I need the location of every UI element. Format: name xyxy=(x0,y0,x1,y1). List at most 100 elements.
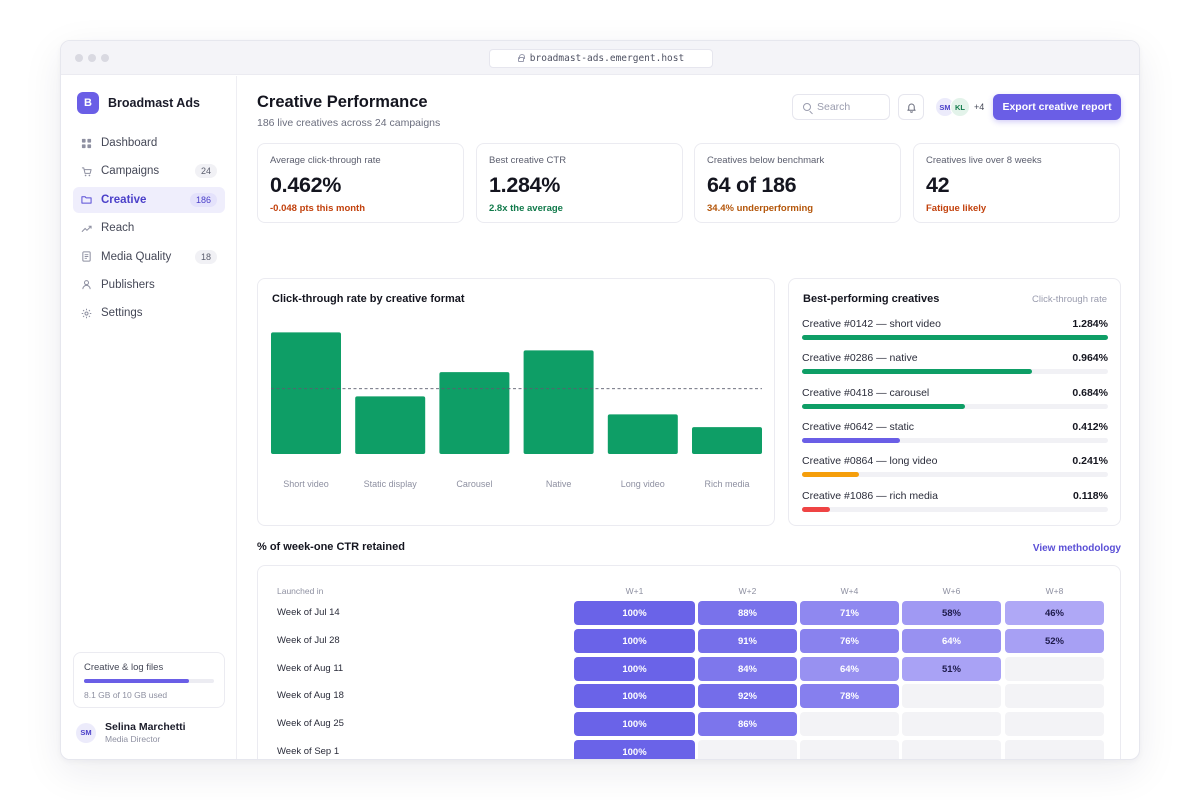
kpi-card: Average click-through rate 0.462% -0.048 p… xyxy=(257,143,464,223)
cohort-cell[interactable]: 52% xyxy=(1005,629,1104,653)
ctr-bar-track xyxy=(802,472,1108,478)
bar-native[interactable] xyxy=(523,350,594,454)
creative-row[interactable]: Creative #0418 — carousel 0.684% xyxy=(802,387,1108,417)
cohort-cell[interactable]: 88% xyxy=(698,601,797,625)
ctr-bar-track xyxy=(802,506,1108,512)
cohort-cell[interactable]: 71% xyxy=(800,601,899,625)
cohort-cell[interactable]: 100% xyxy=(574,601,695,625)
count-badge: 186 xyxy=(189,192,217,207)
creative-row[interactable]: Creative #0142 — short video 1.284% xyxy=(802,318,1108,348)
storage-usage-label: 8.1 GB of 10 GB used xyxy=(84,690,168,700)
user-profile[interactable]: SM Selina Marchetti Media Director xyxy=(76,721,186,744)
cohort-cell[interactable]: 64% xyxy=(902,629,1001,653)
export-creative-report-button[interactable]: Export creative report xyxy=(993,94,1121,120)
sidebar-item-publishers[interactable]: Publishers xyxy=(73,272,225,298)
cohort-cell[interactable]: 100% xyxy=(574,740,695,759)
sidebar-item-reach[interactable]: Reach xyxy=(73,215,225,241)
search-input[interactable] xyxy=(817,101,877,113)
cohort-cell[interactable]: 64% xyxy=(800,657,899,681)
sidebar-item-dashboard[interactable]: Dashboard xyxy=(73,130,225,156)
cohort-cell-value: 100% xyxy=(622,607,647,619)
collaborator-avatars[interactable]: SM KL +4 xyxy=(935,97,984,117)
address-bar[interactable]: broadmast-ads.emergent.host xyxy=(489,49,713,68)
cohort-cell[interactable]: 92% xyxy=(698,684,797,708)
brand-logo: B xyxy=(77,92,99,114)
cohort-cell[interactable]: 100% xyxy=(574,684,695,708)
window-dot-minimize[interactable] xyxy=(88,54,96,62)
column-header: W+2 xyxy=(738,586,757,596)
cohort-row-label: Week of Jul 28 xyxy=(277,635,340,646)
cohort-cell-value: 92% xyxy=(737,690,757,702)
cart-icon xyxy=(81,166,92,177)
creative-row[interactable]: Creative #0864 — long video 0.241% xyxy=(802,455,1108,485)
cohort-cell-value: 100% xyxy=(622,663,647,675)
cohort-cell[interactable]: 78% xyxy=(800,684,899,708)
ctr-bar-fill xyxy=(802,403,965,409)
kpi-value: 0.462% xyxy=(270,173,342,197)
ctr-bar-track xyxy=(802,335,1108,340)
sidebar-item-label: Creative xyxy=(101,193,147,206)
best-creatives-column-label: Click-through rate xyxy=(1032,294,1107,305)
cohort-cell[interactable]: 84% xyxy=(698,657,797,681)
bar-carousel[interactable] xyxy=(439,372,510,454)
brand-name: Broadmast Ads xyxy=(108,96,200,110)
cohort-cell[interactable]: 46% xyxy=(1005,601,1104,625)
cohort-cell[interactable]: 100% xyxy=(574,657,695,681)
search-icon xyxy=(803,103,811,111)
kpi-value: 1.284% xyxy=(489,173,561,197)
sidebar-item-label: Dashboard xyxy=(101,137,158,149)
cohort-cell[interactable]: 86% xyxy=(698,712,797,736)
window-dot-close[interactable] xyxy=(75,54,83,62)
storage-card: Creative & log files 8.1 GB of 10 GB use… xyxy=(73,652,225,708)
sidebar-item-label: Reach xyxy=(101,222,135,235)
cohort-cell-value: 51% xyxy=(941,663,961,675)
creative-ctr-value: 0.241% xyxy=(1072,455,1108,468)
cohort-cell-empty xyxy=(902,712,1001,736)
cohort-cell[interactable]: 91% xyxy=(698,629,797,653)
cohort-cell[interactable]: 58% xyxy=(902,601,1001,625)
cohort-cell-value: 84% xyxy=(737,663,757,675)
cohort-cell-value: 100% xyxy=(622,718,647,730)
search-box[interactable] xyxy=(792,94,890,120)
notifications-button[interactable] xyxy=(898,94,924,120)
ctr-bar-fill xyxy=(802,369,1032,375)
cohort-cell-empty xyxy=(1005,712,1104,736)
cohort-cell[interactable]: 100% xyxy=(574,629,695,653)
bar-short-video[interactable] xyxy=(271,332,341,454)
count-badge: 24 xyxy=(194,164,217,179)
folder-icon xyxy=(81,194,92,205)
sidebar-item-media-quality[interactable]: Media Quality 18 xyxy=(73,244,225,270)
ctr-by-format-chart: Click-through rate by creative format Sh… xyxy=(257,278,775,526)
kpi-label: Average click-through rate xyxy=(270,155,381,166)
sidebar-item-creative[interactable]: Creative 186 xyxy=(73,186,225,213)
sidebar-item-settings[interactable]: Settings xyxy=(73,300,225,326)
cohort-cell[interactable]: 51% xyxy=(902,657,1001,681)
sidebar: B Broadmast Ads Dashboard Campaigns 24 Crea… xyxy=(61,76,237,759)
brand[interactable]: B Broadmast Ads xyxy=(77,92,200,114)
cohort-cell-value: 64% xyxy=(839,663,859,675)
more-collaborators-count[interactable]: +4 xyxy=(974,102,985,112)
creative-ctr-value: 0.412% xyxy=(1072,420,1108,433)
bar-rich-media[interactable] xyxy=(692,427,762,454)
view-methodology-link[interactable]: View methodology xyxy=(1032,543,1121,554)
creative-ctr-value: 0.118% xyxy=(1072,489,1108,502)
row-header-label: Launched in xyxy=(277,586,324,596)
storage-progress-bar xyxy=(84,679,214,683)
cohort-cell[interactable]: 100% xyxy=(574,712,695,736)
cohort-cell[interactable]: 76% xyxy=(800,629,899,653)
creative-row[interactable]: Creative #0286 — native 0.964% xyxy=(802,352,1108,382)
collaborator-avatar[interactable]: KL xyxy=(950,97,970,117)
sidebar-item-campaigns[interactable]: Campaigns 24 xyxy=(73,158,225,184)
creative-name: Creative #0418 — carousel xyxy=(802,386,930,399)
browser-window: broadmast-ads.emergent.host B Broadmast … xyxy=(60,40,1140,760)
creative-row[interactable]: Creative #0642 — static 0.412% xyxy=(802,421,1108,451)
x-tick-label: Short video xyxy=(283,479,329,489)
creative-ctr-value: 1.284% xyxy=(1072,318,1108,330)
x-tick-label: Rich media xyxy=(704,479,749,489)
kpi-note: 2.8x the average xyxy=(489,203,563,214)
window-dot-maximize[interactable] xyxy=(101,54,109,62)
bar-long-video[interactable] xyxy=(607,414,678,454)
bar-static-display[interactable] xyxy=(355,396,426,454)
creative-row[interactable]: Creative #1086 — rich media 0.118% xyxy=(802,490,1108,520)
lock-icon xyxy=(517,54,525,62)
